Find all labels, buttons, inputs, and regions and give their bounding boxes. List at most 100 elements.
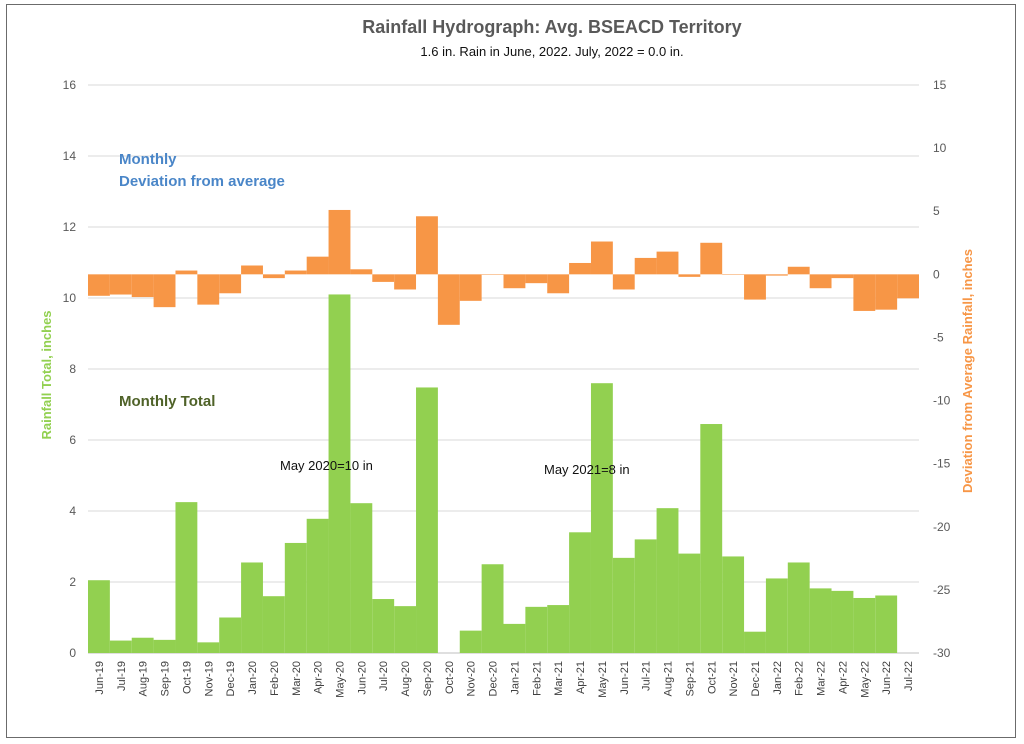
y-tick-label: 14 <box>63 149 77 163</box>
bar-monthly-total <box>722 556 745 653</box>
bar-monthly-total <box>481 564 504 653</box>
x-tick-label: Jul-19 <box>116 661 128 691</box>
annotation-may-2021: May 2021=8 in <box>544 462 630 477</box>
chart-frame: Rainfall Hydrograph: Avg. BSEACD Territo… <box>6 4 1016 738</box>
bar-deviation <box>459 274 482 301</box>
bar-deviation <box>197 274 220 305</box>
x-tick-label: Jun-19 <box>94 661 106 695</box>
bar-monthly-total <box>809 588 832 653</box>
bar-deviation <box>262 274 285 279</box>
x-tick-label: Jul-20 <box>378 661 390 691</box>
bar-monthly-total <box>590 383 613 653</box>
bar-deviation <box>569 262 591 275</box>
chart-subtitle: 1.6 in. Rain in June, 2022. July, 2022 =… <box>420 44 683 59</box>
bar-deviation <box>394 274 417 290</box>
bar-monthly-total <box>262 596 285 653</box>
y-tick-label: 10 <box>63 291 77 305</box>
legend-deviation-line2: Deviation from average <box>119 173 285 190</box>
bar-monthly-total <box>88 580 110 653</box>
y2-tick-label: 15 <box>933 78 947 92</box>
rainfall-hydrograph-chart: Rainfall Hydrograph: Avg. BSEACD Territo… <box>39 17 975 698</box>
x-tick-label: Dec-21 <box>750 661 762 696</box>
chart-title: Rainfall Hydrograph: Avg. BSEACD Territo… <box>362 17 741 37</box>
x-tick-label: Dec-19 <box>225 661 237 696</box>
bar-monthly-total <box>131 637 154 653</box>
y-tick-label: 6 <box>69 433 76 447</box>
x-tick-label: Apr-20 <box>313 661 325 694</box>
y-tick-label: 12 <box>63 220 77 234</box>
bar-deviation <box>328 209 351 275</box>
bar-deviation <box>88 274 110 296</box>
x-tick-label: Mar-22 <box>816 661 828 696</box>
x-tick-label: Nov-21 <box>728 661 740 696</box>
x-tick-label: Oct-19 <box>181 661 193 694</box>
bar-deviation <box>875 274 898 310</box>
bar-deviation <box>503 274 526 289</box>
y-tick-label: 0 <box>69 646 76 660</box>
right-axis-title: Deviation from Average Rainfall, inches <box>960 249 975 493</box>
bar-monthly-total <box>153 639 176 653</box>
y2-tick-label: -20 <box>933 520 951 534</box>
bar-monthly-total <box>503 623 526 653</box>
bar-monthly-total <box>700 424 723 653</box>
x-tick-label: Oct-21 <box>706 661 718 694</box>
x-tick-label: Oct-20 <box>444 661 456 694</box>
bar-monthly-total <box>241 562 263 653</box>
bar-deviation <box>547 274 570 294</box>
bar-deviation <box>678 274 701 277</box>
x-tick-label: Jun-20 <box>356 661 368 695</box>
bar-deviation <box>437 274 460 325</box>
legend-deviation-line1: Monthly <box>119 151 177 168</box>
bar-deviation <box>590 241 613 275</box>
bar-deviation <box>131 274 154 298</box>
left-axis-title: Rainfall Total, inches <box>39 310 54 439</box>
x-tick-label: Feb-20 <box>269 661 281 696</box>
x-tick-label: Nov-19 <box>203 661 215 696</box>
bar-monthly-total <box>306 518 329 653</box>
bar-monthly-total <box>175 502 198 653</box>
bar-deviation <box>175 270 198 275</box>
bar-monthly-total <box>284 542 307 653</box>
x-axis-ticks: Jun-19 Jul-19 Aug-19 Sep-19 Oct-19 Nov-19 Dec-… <box>94 661 915 698</box>
bar-deviation <box>831 274 854 279</box>
bar-deviation <box>525 274 548 284</box>
y2-tick-label: -15 <box>933 457 951 471</box>
bar-deviation <box>241 265 263 275</box>
bar-monthly-total <box>350 503 373 653</box>
bar-deviation <box>109 274 132 295</box>
right-axis-ticks: -30 -25 -20 -15 -10 -5 0 5 10 15 <box>933 78 951 660</box>
y2-tick-label: -10 <box>933 394 951 408</box>
x-tick-label: Jun-21 <box>619 661 631 695</box>
bar-monthly-total <box>547 605 570 653</box>
bar-monthly-total <box>416 387 438 653</box>
bar-deviation <box>700 242 723 275</box>
left-axis-ticks: 0 2 4 6 8 10 12 14 16 <box>63 78 77 660</box>
bar-monthly-total <box>678 553 701 653</box>
bar-monthly-total <box>459 630 482 653</box>
bar-monthly-total <box>612 557 635 653</box>
x-tick-label: Jan-22 <box>772 661 784 695</box>
bar-monthly-total <box>634 539 657 653</box>
x-tick-label: Aug-20 <box>400 661 412 696</box>
y2-tick-label: 10 <box>933 141 947 155</box>
x-tick-label: Sep-21 <box>684 661 696 696</box>
y-tick-label: 2 <box>69 575 76 589</box>
x-tick-label: Apr-22 <box>837 661 849 694</box>
deviation-series <box>88 209 919 325</box>
bar-monthly-total <box>569 532 591 653</box>
legend-monthly-total: Monthly Total <box>119 393 215 410</box>
bar-monthly-total <box>394 606 417 653</box>
bar-deviation <box>481 274 504 275</box>
annotation-may-2020: May 2020=10 in <box>280 458 373 473</box>
x-tick-label: Jun-22 <box>881 661 893 695</box>
bar-monthly-total <box>525 606 548 653</box>
bar-deviation <box>219 274 242 294</box>
bar-monthly-total <box>831 590 854 653</box>
bar-deviation <box>744 274 766 300</box>
bar-deviation <box>809 274 832 289</box>
y2-tick-label: 5 <box>933 204 940 218</box>
x-tick-label: May-22 <box>859 661 871 698</box>
x-tick-label: Feb-21 <box>531 661 543 696</box>
x-tick-label: Sep-20 <box>422 661 434 696</box>
bar-monthly-total <box>656 508 679 653</box>
